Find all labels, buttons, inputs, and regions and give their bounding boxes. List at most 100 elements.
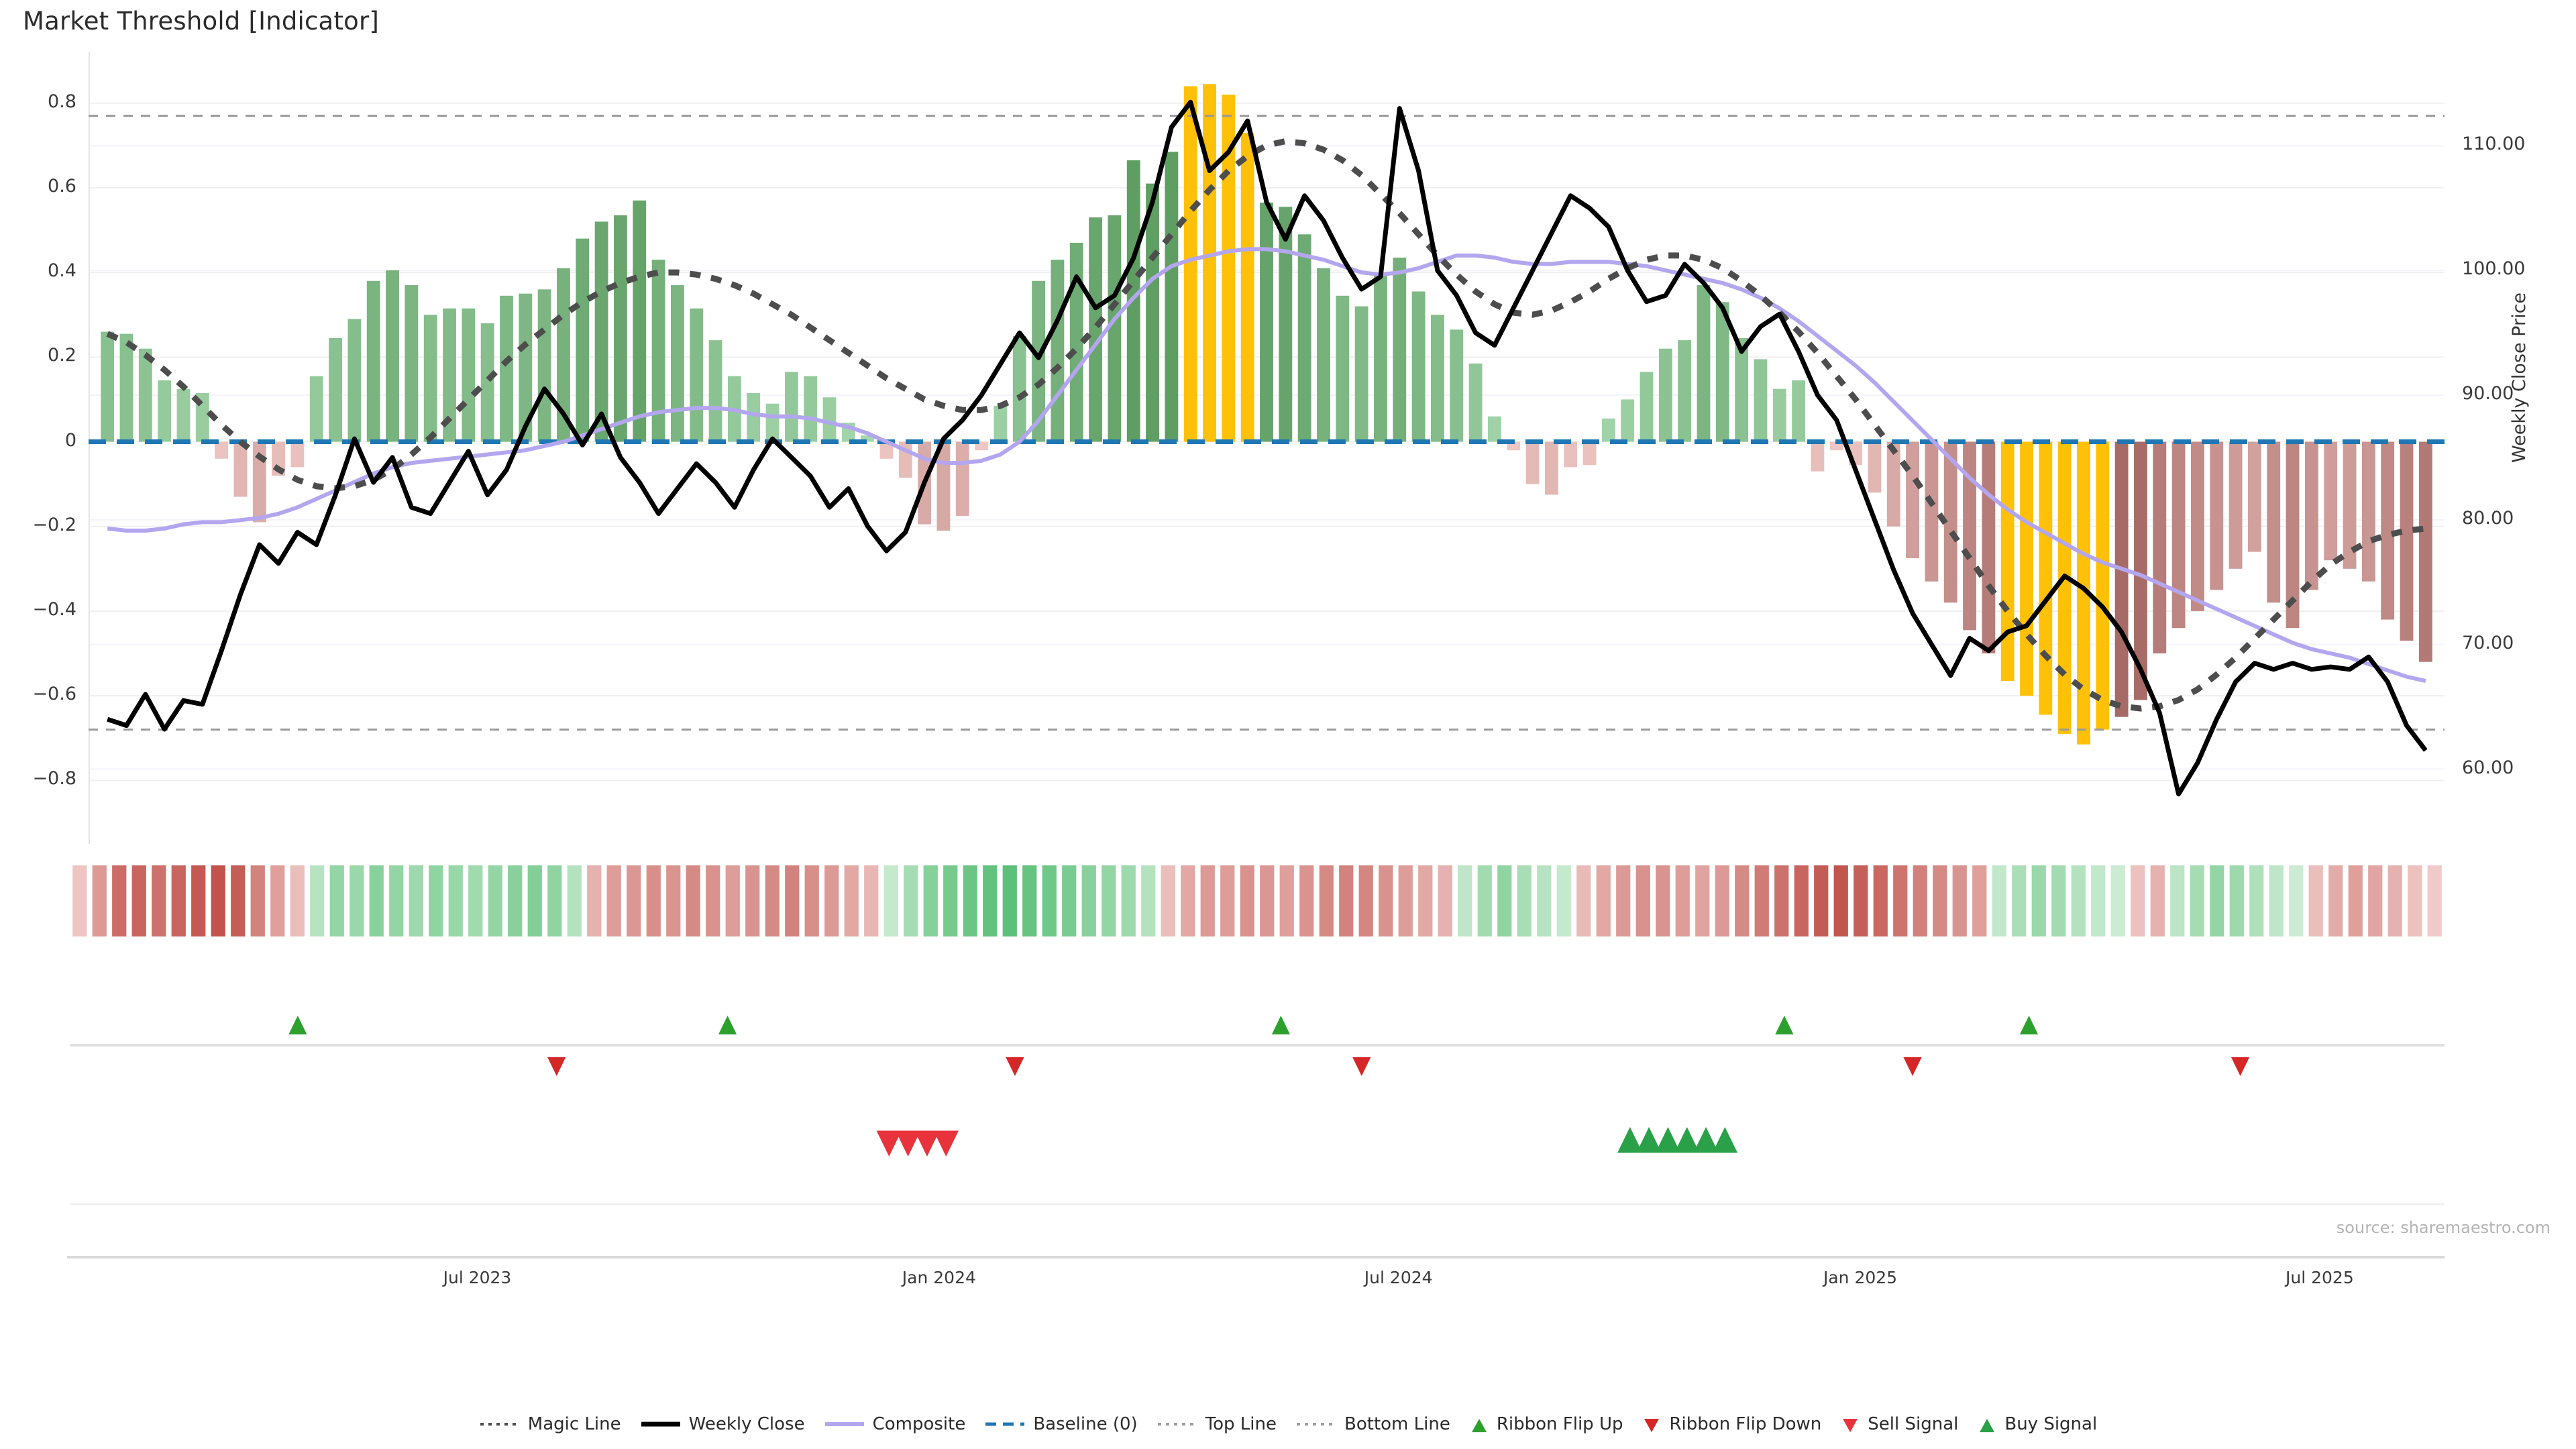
threshold-bar bbox=[1601, 418, 1615, 442]
threshold-bar bbox=[804, 376, 818, 442]
threshold-bar bbox=[1203, 84, 1216, 442]
ribbon-cell bbox=[864, 865, 879, 936]
threshold-bar bbox=[1069, 242, 1083, 442]
ribbon-cell bbox=[350, 865, 364, 936]
ribbon-flip-down-marker bbox=[1352, 1057, 1371, 1076]
ribbon-cell bbox=[1260, 865, 1275, 936]
y-axis-left-tick: 0.8 bbox=[48, 91, 76, 112]
dotted-line-icon bbox=[479, 1417, 521, 1432]
threshold-bar bbox=[480, 323, 494, 442]
legend-label: Top Line bbox=[1205, 1414, 1277, 1434]
legend-item-magic-line[interactable]: Magic Line bbox=[479, 1414, 621, 1434]
signal-markers-panel bbox=[70, 966, 2445, 1208]
ribbon-cell bbox=[1873, 865, 1888, 936]
y-axis-left-tick: −0.4 bbox=[32, 598, 76, 620]
x-axis-rule bbox=[67, 1256, 2445, 1258]
threshold-bar bbox=[1982, 441, 1996, 654]
threshold-bar bbox=[1317, 268, 1330, 442]
threshold-bar bbox=[2114, 441, 2129, 717]
threshold-bar bbox=[2057, 441, 2072, 734]
ribbon-cell bbox=[804, 865, 819, 936]
y-axis-right-tick: 70.00 bbox=[2462, 632, 2514, 653]
ribbon-cell bbox=[1279, 865, 1294, 936]
ribbon-flip-up-marker bbox=[1271, 1016, 1290, 1034]
ribbon-cell bbox=[1220, 865, 1235, 936]
ribbon-cell bbox=[1695, 865, 1710, 936]
ribbon-cell bbox=[1042, 865, 1057, 936]
buy-signal-marker bbox=[1636, 1127, 1662, 1153]
threshold-bar bbox=[2361, 441, 2375, 582]
threshold-bar bbox=[1811, 441, 1825, 472]
threshold-bar bbox=[2171, 441, 2186, 629]
legend-label: Bottom Line bbox=[1344, 1414, 1450, 1434]
ribbon-cell bbox=[1358, 865, 1373, 936]
markers-svg bbox=[70, 1016, 2445, 1205]
legend-item-ribbon-flip-down[interactable]: Ribbon Flip Down bbox=[1642, 1414, 1821, 1434]
threshold-bar bbox=[1525, 441, 1540, 484]
ribbon-cell bbox=[904, 865, 918, 936]
threshold-bar bbox=[1715, 302, 1729, 442]
composite-line bbox=[107, 247, 2426, 684]
dashed-line-icon bbox=[984, 1417, 1026, 1432]
ribbon-cell bbox=[389, 865, 404, 936]
main-chart-svg bbox=[89, 52, 2445, 844]
x-axis-tick: Jul 2023 bbox=[443, 1268, 512, 1287]
ribbon-cell bbox=[2012, 865, 2027, 936]
ribbon-cell bbox=[409, 865, 423, 936]
ribbon-cell bbox=[587, 865, 602, 936]
threshold-bar bbox=[671, 285, 684, 442]
threshold-bar bbox=[2229, 441, 2243, 569]
ribbon-cell bbox=[1339, 865, 1354, 936]
threshold-bar bbox=[2153, 441, 2167, 654]
threshold-bar bbox=[1487, 416, 1501, 442]
ribbon-cell bbox=[706, 865, 720, 936]
ribbon-cell bbox=[1893, 865, 1908, 936]
threshold-bar bbox=[1868, 441, 1882, 493]
ribbon-cell bbox=[627, 865, 641, 936]
solid-line-icon bbox=[640, 1417, 682, 1432]
threshold-bar bbox=[1374, 272, 1387, 442]
ribbon-cell bbox=[2031, 865, 2046, 936]
ribbon-cell bbox=[1319, 865, 1334, 936]
threshold-bar bbox=[2247, 441, 2261, 552]
legend-item-bottom-line[interactable]: Bottom Line bbox=[1295, 1414, 1450, 1434]
ribbon-cell bbox=[468, 865, 483, 936]
ribbon-cell bbox=[1081, 865, 1096, 936]
y-axis-left-tick: −0.2 bbox=[32, 514, 76, 535]
threshold-bar bbox=[347, 319, 362, 442]
threshold-bar bbox=[138, 348, 152, 442]
threshold-bar bbox=[2324, 441, 2338, 561]
ribbon-cell bbox=[1992, 865, 2006, 936]
legend-item-weekly-close[interactable]: Weekly Close bbox=[640, 1414, 805, 1434]
legend-item-baseline-0[interactable]: Baseline (0) bbox=[984, 1414, 1138, 1434]
ribbon-cell bbox=[1814, 865, 1829, 936]
legend-label: Sell Signal bbox=[1868, 1414, 1959, 1434]
ribbon-cell bbox=[943, 865, 958, 936]
threshold-bar bbox=[1411, 291, 1426, 442]
ribbon-cell bbox=[745, 865, 760, 936]
legend-item-composite[interactable]: Composite bbox=[824, 1414, 965, 1434]
ribbon-cell bbox=[1517, 865, 1532, 936]
threshold-bar bbox=[2210, 441, 2224, 590]
legend-label: Ribbon Flip Up bbox=[1496, 1414, 1623, 1434]
threshold-bar bbox=[1754, 359, 1768, 442]
legend-item-sell-signal[interactable]: Sell Signal bbox=[1840, 1414, 1958, 1434]
ribbon-cell bbox=[1754, 865, 1769, 936]
threshold-bar bbox=[233, 441, 248, 497]
y-axis-left-tick: −0.6 bbox=[32, 684, 76, 705]
legend-item-buy-signal[interactable]: Buy Signal bbox=[1977, 1414, 2097, 1434]
ribbon-cell bbox=[567, 865, 582, 936]
threshold-bar bbox=[443, 308, 456, 442]
ribbon-cell bbox=[2170, 865, 2185, 936]
threshold-bar bbox=[1792, 380, 1806, 442]
legend-item-top-line[interactable]: Top Line bbox=[1157, 1414, 1277, 1434]
legend-item-ribbon-flip-up[interactable]: Ribbon Flip Up bbox=[1469, 1414, 1623, 1434]
ribbon-cell bbox=[1913, 865, 1927, 936]
y-axis-left-tick: 0.6 bbox=[48, 175, 76, 197]
ribbon-cell bbox=[72, 865, 87, 936]
y-axis-right-tick: 110.00 bbox=[2462, 133, 2526, 155]
dotted-line-icon bbox=[1157, 1417, 1198, 1432]
ribbon-cell bbox=[2150, 865, 2165, 936]
threshold-bar bbox=[2343, 441, 2357, 569]
sell-signal-marker bbox=[876, 1130, 902, 1157]
